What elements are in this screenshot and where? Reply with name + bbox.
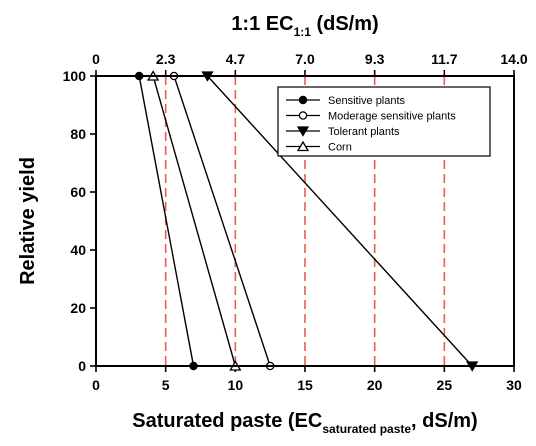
x-tick-label-0: 0 [92, 377, 100, 393]
x-tick-label-2: 10 [228, 377, 244, 393]
legend-label-0: Sensitive plants [328, 95, 406, 107]
y-tick-label-4: 80 [70, 126, 86, 142]
top-tick-label-5: 11.7 [431, 51, 458, 67]
legend-marker-0 [298, 95, 308, 105]
y-tick-label-0: 0 [78, 358, 86, 374]
legend-box [277, 86, 491, 157]
legend-marker-1 [298, 111, 308, 120]
x-tick-label-5: 25 [437, 377, 453, 393]
plot-frame [95, 75, 515, 367]
y-tick-label-3: 60 [70, 184, 86, 200]
top-tick-label-3: 7.0 [295, 51, 315, 67]
series-line-2 [206, 75, 473, 367]
x-tick-label-1: 5 [162, 377, 170, 393]
y-axis-title: Relative yield [17, 157, 39, 285]
y-tick-label-2: 40 [70, 242, 86, 258]
top-axis-title-subscript: 1:1 [294, 25, 312, 39]
legend-marker-3 [296, 140, 310, 152]
series-lines [138, 75, 473, 367]
series-line-3 [152, 75, 237, 367]
x-tick-label-6: 30 [506, 377, 522, 393]
y-tick-label-5: 100 [63, 68, 87, 84]
top-tick-label-6: 14.0 [500, 51, 527, 67]
x-axis-title-subscript: saturated paste [322, 422, 411, 436]
top-tick-label-4: 9.3 [365, 51, 385, 67]
top-axis-title: 1:1 EC1:1 (dS/m) [231, 13, 378, 39]
legend-label-2: Tolerant plants [328, 126, 400, 138]
top-tick-label-0: 0 [92, 51, 100, 67]
legend-marker-2 [296, 126, 310, 137]
x-tick-label-4: 20 [367, 377, 383, 393]
legend-label-1: Moderage sensitive plants [328, 111, 456, 123]
top-tick-label-1: 2.3 [156, 51, 176, 67]
y-tick-label-1: 20 [70, 300, 86, 316]
x-tick-label-3: 15 [297, 377, 313, 393]
legend-label-3: Corn [328, 142, 352, 154]
axis-ticks: 0 5 10 15 20 25 30 0 2.3 4.7 7.0 9.3 11.7 14.0 0 20 40 60… [63, 51, 528, 393]
series-line-1 [173, 75, 271, 367]
series-line-0 [138, 75, 195, 367]
top-tick-label-2: 4.7 [226, 51, 246, 67]
legend: Sensitive plants Moderage sensitive plant… [277, 86, 491, 157]
x-axis-title: Saturated paste (ECsaturated paste, dS/m… [132, 410, 477, 436]
